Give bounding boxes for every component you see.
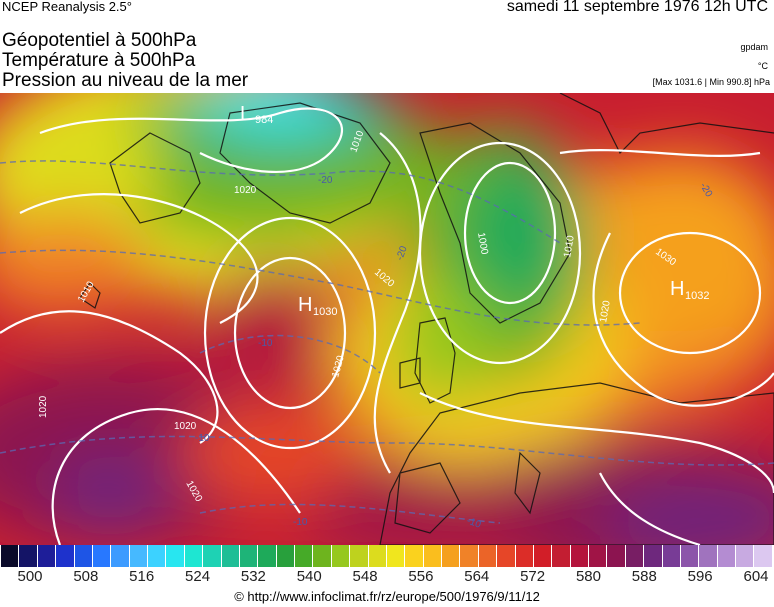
color-swatch xyxy=(736,545,755,567)
svg-text:-10: -10 xyxy=(195,433,210,444)
coastlines xyxy=(79,93,774,545)
svg-text:-10: -10 xyxy=(258,338,273,349)
high-pressure-center-atlantic: H 1030 xyxy=(298,294,337,318)
color-scale-tick-label: 532 xyxy=(240,568,266,585)
color-swatch xyxy=(19,545,38,567)
color-swatch xyxy=(203,545,222,567)
color-swatch xyxy=(570,545,589,567)
low-pressure-center: L 984 xyxy=(240,103,273,126)
color-scale-tick-label: 604 xyxy=(743,568,769,585)
color-scale-tick-label: 508 xyxy=(73,568,99,585)
color-scale-tick-label: 516 xyxy=(129,568,155,585)
color-swatch xyxy=(589,545,608,567)
color-scale-tick-label: 540 xyxy=(296,568,322,585)
title-pressure: Pression au niveau de la mer xyxy=(2,70,249,91)
svg-text:-10: -10 xyxy=(293,517,308,528)
color-swatch xyxy=(1,545,20,567)
unit-geopotential: gpdam xyxy=(740,42,768,52)
color-swatch xyxy=(239,545,259,567)
svg-text:1020: 1020 xyxy=(598,299,613,323)
color-scale-ticks: 500 508 516 524 532 540 548 556 564 572 580 588 596 6… xyxy=(0,568,774,588)
color-swatch xyxy=(350,545,369,567)
color-swatch xyxy=(111,545,130,567)
color-swatch xyxy=(221,545,240,567)
pressure-centers: L 984 H 1030 H 1032 xyxy=(240,103,709,318)
color-swatch xyxy=(331,545,351,567)
color-swatch xyxy=(258,545,277,567)
color-scale-tick-label: 556 xyxy=(408,568,434,585)
color-swatch xyxy=(276,545,295,567)
title-temperature: Température à 500hPa xyxy=(2,50,196,71)
color-swatch xyxy=(478,545,498,567)
date-label: samedi 11 septembre 1976 12h UTC xyxy=(506,0,768,15)
isotherms xyxy=(0,160,774,524)
unit-temperature: °C xyxy=(757,61,768,71)
color-scale-tick-label: 564 xyxy=(464,568,490,585)
color-swatch xyxy=(460,545,479,567)
color-swatch xyxy=(607,545,626,567)
svg-text:1020: 1020 xyxy=(38,395,49,418)
color-scale-tick-label: 596 xyxy=(687,568,713,585)
map-titles: Géopotentiel à 500hPa Température à 500h… xyxy=(2,31,248,91)
title-geopotential: Géopotentiel à 500hPa xyxy=(2,30,197,51)
color-swatch xyxy=(717,545,736,567)
svg-text:1020: 1020 xyxy=(174,421,197,432)
color-swatch xyxy=(129,545,148,567)
color-swatch xyxy=(423,545,442,567)
color-swatch xyxy=(497,545,516,567)
color-swatch xyxy=(699,545,718,567)
color-scale-tick-label: 524 xyxy=(185,568,211,585)
svg-text:984: 984 xyxy=(255,114,273,126)
svg-text:1000: 1000 xyxy=(475,232,490,256)
isobars xyxy=(0,107,774,545)
svg-text:1010: 1010 xyxy=(562,234,577,258)
color-scale-tick-label: 580 xyxy=(575,568,601,585)
color-swatch xyxy=(56,545,75,567)
svg-text:-10: -10 xyxy=(465,515,483,530)
color-scale-tick-label: 500 xyxy=(17,568,43,585)
svg-text:1030: 1030 xyxy=(313,306,337,318)
color-scale-tick-label: 588 xyxy=(631,568,657,585)
color-swatch xyxy=(184,545,204,567)
color-swatch xyxy=(148,545,167,567)
color-swatch xyxy=(295,545,314,567)
high-pressure-center-russia: H 1032 xyxy=(670,278,709,302)
svg-text:1032: 1032 xyxy=(685,290,709,302)
color-swatch xyxy=(368,545,387,567)
color-swatch xyxy=(754,545,773,567)
color-swatch xyxy=(680,545,700,567)
svg-text:1020: 1020 xyxy=(234,185,257,196)
color-swatch xyxy=(442,545,461,567)
color-scale-tick-label: 548 xyxy=(352,568,378,585)
pressure-range: [Max 1031.6 | Min 990.8] hPa xyxy=(652,77,770,87)
color-swatch xyxy=(552,545,571,567)
svg-text:-20: -20 xyxy=(394,244,409,262)
color-swatch xyxy=(313,545,332,567)
footer-credit: © http://www.infoclimat.fr/rz/europe/500… xyxy=(234,589,540,604)
svg-text:-20: -20 xyxy=(318,175,333,186)
color-swatch xyxy=(515,545,534,567)
weather-map: L 984 H 1030 H 1032 1010 1010 1020 1020 … xyxy=(0,93,774,545)
color-swatch xyxy=(92,545,112,567)
color-swatch xyxy=(662,545,681,567)
svg-text:L: L xyxy=(240,103,251,125)
color-scale-tick-label: 572 xyxy=(520,568,546,585)
color-swatch xyxy=(166,545,185,567)
color-swatch xyxy=(533,545,553,567)
color-swatch xyxy=(405,545,424,567)
data-source-label: NCEP Reanalysis 2.5° xyxy=(2,0,132,14)
color-swatch xyxy=(644,545,663,567)
color-swatch xyxy=(74,545,93,567)
svg-text:H: H xyxy=(298,294,312,316)
color-swatch xyxy=(625,545,645,567)
color-swatch xyxy=(37,545,57,567)
color-swatch xyxy=(386,545,406,567)
isotherm-labels: -20 -20 -20 -10 -10 -10 -10 xyxy=(195,175,714,531)
svg-text:H: H xyxy=(670,278,684,300)
color-scale-bar xyxy=(1,545,773,567)
